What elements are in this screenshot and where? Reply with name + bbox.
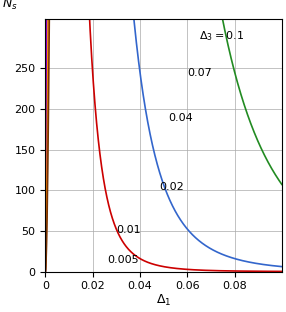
Text: 0.04: 0.04: [168, 113, 193, 123]
Y-axis label: $N_s$: $N_s$: [2, 0, 18, 12]
Text: 0.01: 0.01: [116, 225, 141, 235]
Text: 0.02: 0.02: [159, 182, 184, 192]
X-axis label: $\Delta_1$: $\Delta_1$: [156, 293, 171, 308]
Text: $\Delta_3 = 0.1$: $\Delta_3 = 0.1$: [199, 29, 244, 43]
Text: 0.07: 0.07: [187, 68, 212, 78]
Text: 0.005: 0.005: [107, 255, 138, 265]
